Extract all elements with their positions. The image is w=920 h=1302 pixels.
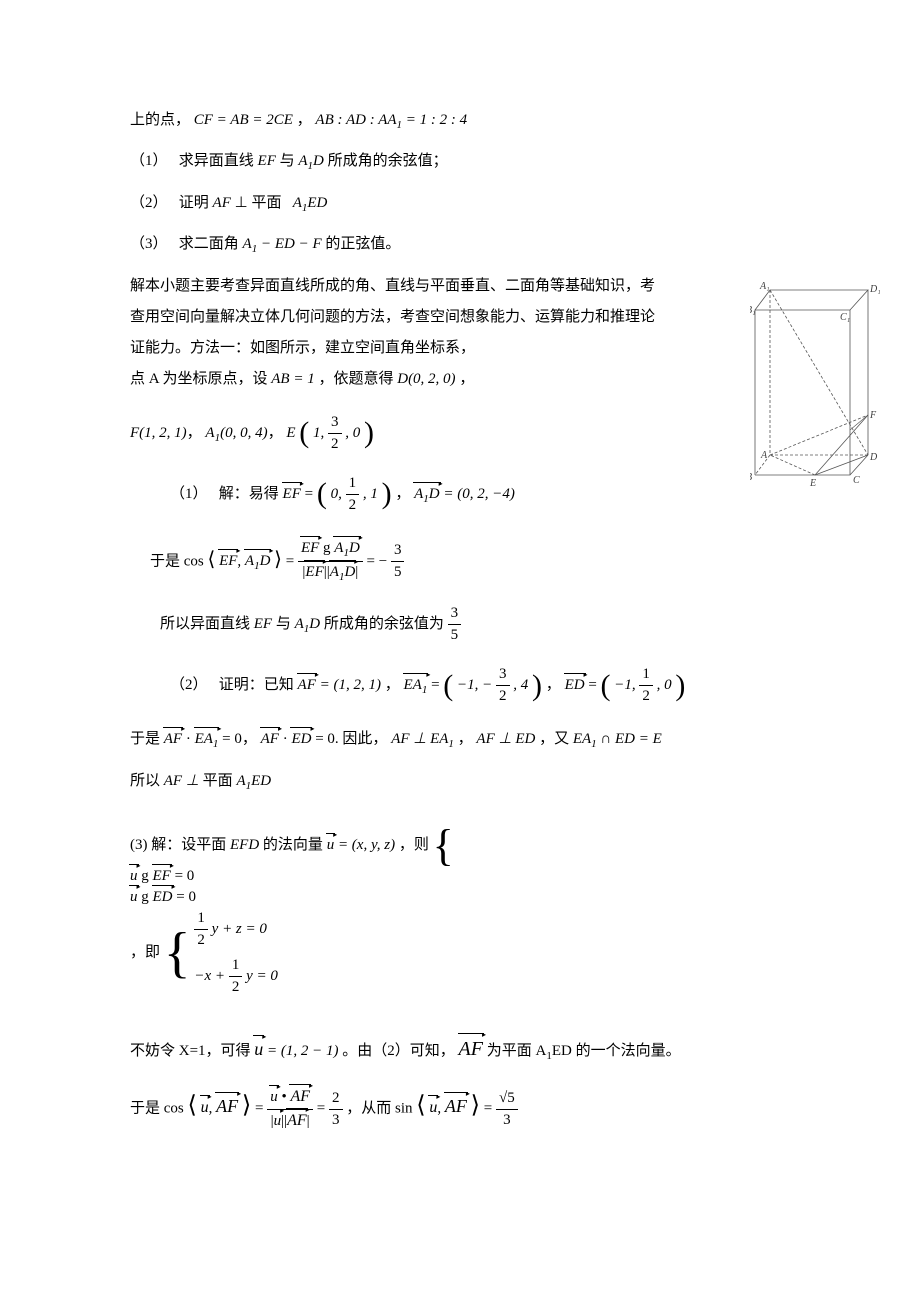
svg-text:C: C (853, 475, 860, 486)
sol-3-normal: 不妨令 X=1，可得 u▸ = (1, 2 − 1) 。由（2）可知， AF▸ … (130, 1035, 790, 1064)
svg-text:B: B (750, 472, 752, 483)
svg-text:E: E (809, 478, 816, 489)
svg-text:D₁: D₁ (869, 284, 880, 295)
problem-given: 上的点， CF = AB = 2CE ， AB : AD : AA1 = 1 :… (130, 110, 790, 133)
svg-text:D: D (869, 452, 878, 463)
sol-1-vectors: （1） 解：易得 EF▸ = ( 0, 12 , 1 ) ， A1D▸ = (0… (130, 473, 790, 516)
svg-text:A: A (760, 450, 768, 461)
cuboid-figure: A₁ D₁ B₁ C₁ A D B C F E (750, 280, 880, 510)
sol-3-setup: (3) 解：设平面 EFD 的法向量 u▸ = (x, y, z) ，则 { (130, 826, 790, 866)
svg-text:A₁: A₁ (759, 281, 770, 292)
question-3: （3） 求二面角 A1 − ED − F 的正弦值。 (130, 234, 790, 257)
question-2: （2） 证明 AF ⊥ 平面 A1ED (130, 193, 790, 216)
sol-2-conclusion: 所以 AF ⊥ 平面 A1ED (130, 771, 790, 794)
solution-intro-line2: 查用空间向量解决立体几何问题的方法，考查空间想象能力、运算能力和推理论 (130, 307, 690, 328)
sol-3-cosine: 于是 cos ⟨ u▸, AF▸ ⟩ = u▸ • AF▸ |u▸||AF▸| … (130, 1086, 790, 1132)
coordinates-line: F(1, 2, 1)， A1(0, 0, 4)， E ( 1, 32 , 0 ) (130, 412, 790, 455)
sol-1-cosine: 于是 cos ⟨ EF▸, A1D▸ ⟩ = EF▸ g A1D▸ |EF▸||… (130, 538, 790, 586)
sol-1-conclusion: 所以异面直线 EF 与 A1D 所成角的余弦值为 35 (130, 603, 790, 646)
solution-intro-line3: 证能力。方法一：如图所示，建立空间直角坐标系， (130, 338, 690, 359)
solution-intro-line4: 点 A 为坐标原点，设 AB = 1 ，依题意得 D(0, 2, 0) ， (130, 369, 790, 390)
svg-text:B₁: B₁ (750, 305, 756, 316)
svg-text:F: F (869, 410, 877, 421)
sol-2-dotproducts: 于是 AF▸ · EA1▸ = 0， AF▸ · ED▸ = 0. 因此， AF… (130, 729, 790, 752)
svg-text:C₁: C₁ (840, 312, 850, 323)
question-1: （1） 求异面直线 EF 与 A1D 所成角的余弦值； (130, 151, 790, 174)
sol-2-vectors: （2） 证明：已知 AF▸ = (1, 2, 1) ， EA1▸ = ( −1,… (130, 664, 790, 707)
solution-intro-line1: 解本小题主要考查异面直线所成的角、直线与平面垂直、二面角等基础知识，考 (130, 276, 690, 297)
